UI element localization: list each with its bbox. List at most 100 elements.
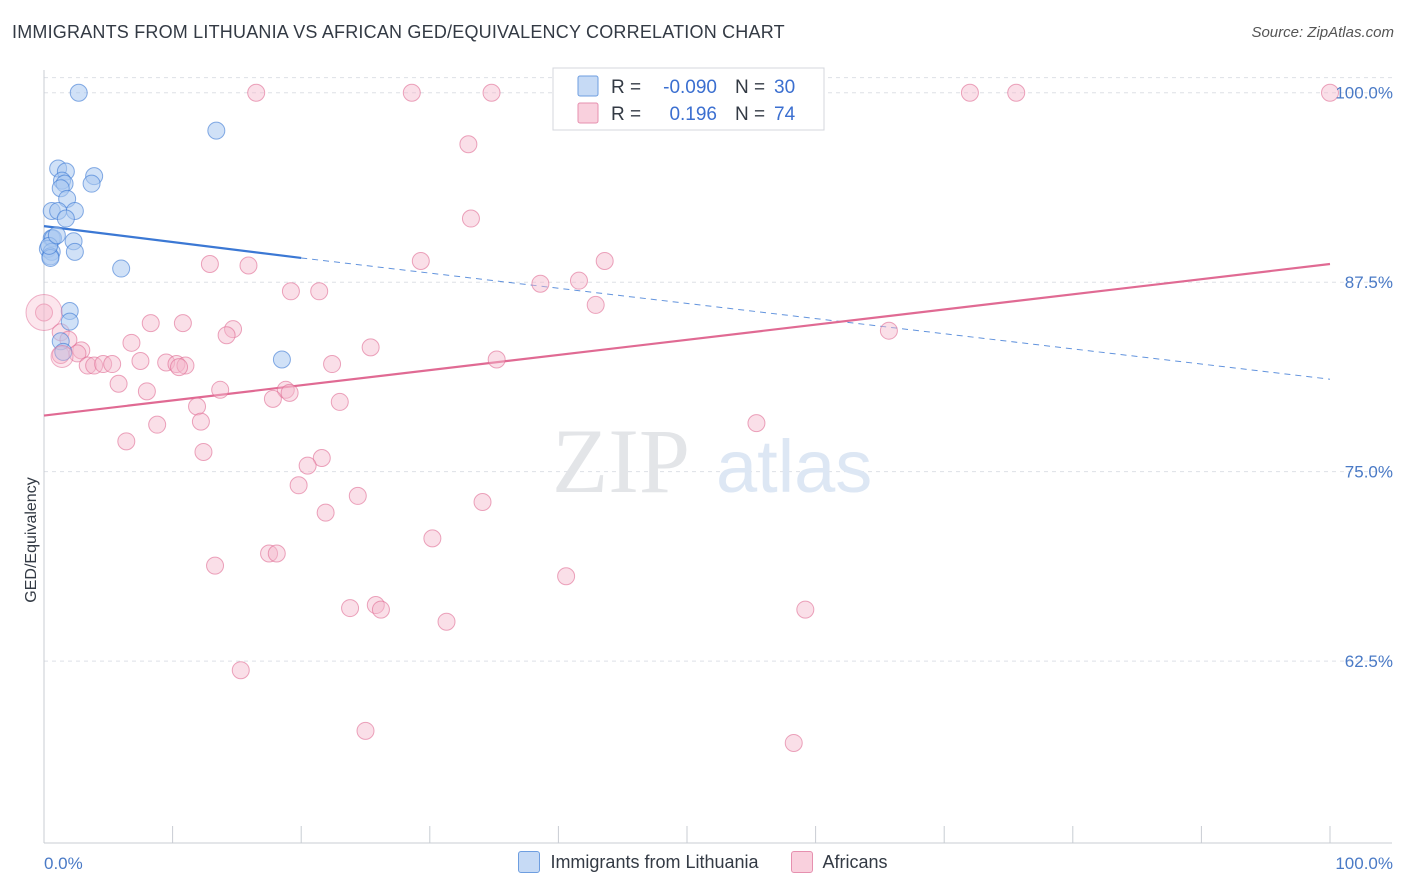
africans-point-46 <box>280 383 299 402</box>
series-legend: Immigrants from Lithuania Africans <box>0 851 1406 873</box>
africans-point-70 <box>437 612 456 631</box>
stats-n-label-lithuania: N = <box>735 77 765 98</box>
africans-point-55 <box>312 449 331 468</box>
stats-r-label-lithuania: R = <box>611 77 641 98</box>
africans-point-medium <box>50 344 74 368</box>
stats-n-value-lithuania: 30 <box>774 77 795 98</box>
africans-point-50 <box>191 412 210 431</box>
africans-point-42 <box>109 374 128 393</box>
africans-point-44 <box>137 382 156 401</box>
africans-point-66 <box>341 599 360 618</box>
africans-point-54 <box>194 442 213 461</box>
africans-point-53 <box>117 432 136 451</box>
africans-point-68 <box>371 600 390 619</box>
africans-point-26 <box>122 333 141 352</box>
y-axis-title: GED/Equivalency <box>23 477 40 602</box>
africans-point-49 <box>188 397 207 416</box>
lithuania-point-22 <box>112 259 131 278</box>
x-tick-label-1: 100.0% <box>1335 854 1393 873</box>
y-tick-labels: 100.0% 87.5% 75.0% 62.5% <box>1335 84 1393 671</box>
africans-point-6 <box>1321 83 1339 102</box>
stats-swatch-lithuania <box>577 75 599 97</box>
source-label: Source: ZipAtlas.com <box>1251 24 1394 41</box>
africans-point-72 <box>356 721 375 740</box>
africans-point-10 <box>239 256 258 275</box>
africans-point-22 <box>217 326 236 345</box>
lithuania-point-24 <box>60 312 79 331</box>
africans-point-40 <box>103 355 122 374</box>
africans-point-36 <box>487 350 506 369</box>
africans-point-35 <box>323 355 342 374</box>
africans-point-20 <box>173 314 192 333</box>
africans-point-0 <box>247 83 266 102</box>
africans-point-57 <box>289 476 308 495</box>
stats-r-label-africans: R = <box>611 104 641 125</box>
watermark-zip: ZIP <box>552 410 690 512</box>
lithuania-point-19 <box>65 242 84 261</box>
x-tick-labels: 0.0% 100.0% <box>44 854 1393 873</box>
legend-label-africans: Africans <box>822 851 888 872</box>
trend-lines <box>43 225 1331 417</box>
legend-swatch-blue <box>518 851 541 873</box>
africans-point-27 <box>361 338 380 357</box>
lithuania-point-13 <box>56 209 75 228</box>
legend-item-africans: Africans <box>790 851 888 873</box>
africans-point-38 <box>85 356 104 375</box>
africans-point-58 <box>348 486 367 505</box>
lithuania-point-1 <box>207 121 226 140</box>
africans-trend <box>43 262 1331 417</box>
africans-point-11 <box>411 251 430 270</box>
africans-point-61 <box>423 529 442 548</box>
y-tick-label-3: 62.5% <box>1345 652 1393 671</box>
africans-point-7 <box>459 135 478 154</box>
africans-point-17 <box>586 295 605 314</box>
africans-point-63 <box>267 544 286 563</box>
africans-point-5 <box>1007 83 1026 102</box>
africans-point-73 <box>784 733 803 752</box>
lithuania-trend-solid <box>43 225 302 260</box>
africans-point-51 <box>148 415 167 434</box>
africans-point-34 <box>176 356 195 375</box>
africans-point-65 <box>557 567 576 586</box>
africans-point-14 <box>531 274 550 293</box>
africans-point-12 <box>595 251 614 270</box>
legend-item-lithuania: Immigrants from Lithuania <box>518 851 759 873</box>
africans-point-69 <box>796 600 815 619</box>
y-tick-label-0: 100.0% <box>1335 84 1393 103</box>
africans-point-47 <box>263 389 282 408</box>
africans-point-8 <box>461 209 480 228</box>
africans-point-33 <box>167 355 186 374</box>
africans-point-23 <box>879 321 898 340</box>
africans-point-19 <box>141 314 160 333</box>
africans-point-41 <box>170 358 189 377</box>
africans-point-52 <box>747 414 766 433</box>
x-tick-label-0: 0.0% <box>44 854 83 873</box>
africans-point-56 <box>298 456 317 475</box>
lithuania-point-7 <box>82 174 101 193</box>
axes <box>43 70 1392 844</box>
legend-swatch-pink <box>790 851 813 873</box>
africans-point-15 <box>281 282 300 301</box>
lithuania-point-29 <box>47 226 66 245</box>
stats-r-value-lithuania: -0.090 <box>663 77 717 98</box>
africans-point-71 <box>231 661 250 680</box>
africans-point-large <box>25 294 63 332</box>
watermark: ZIP atlas <box>552 410 872 512</box>
stats-swatch-africans <box>577 102 599 124</box>
africans-point-16 <box>310 282 329 301</box>
gridlines <box>44 77 1392 662</box>
stats-n-label-africans: N = <box>735 104 765 125</box>
africans-point-9 <box>200 255 219 274</box>
africans-point-48 <box>330 392 349 411</box>
africans-point-43 <box>211 380 230 399</box>
lithuania-point-0 <box>69 83 88 102</box>
africans-point-13 <box>569 271 588 290</box>
lithuania-trend-dashed <box>301 257 1331 380</box>
africans-point-62 <box>260 544 279 563</box>
y-tick-label-1: 87.5% <box>1345 273 1393 292</box>
africans-point-31 <box>131 352 150 371</box>
africans-point-64 <box>206 556 225 575</box>
chart-title: IMMIGRANTS FROM LITHUANIA VS AFRICAN GED… <box>12 22 785 42</box>
africans-point-59 <box>473 492 492 511</box>
